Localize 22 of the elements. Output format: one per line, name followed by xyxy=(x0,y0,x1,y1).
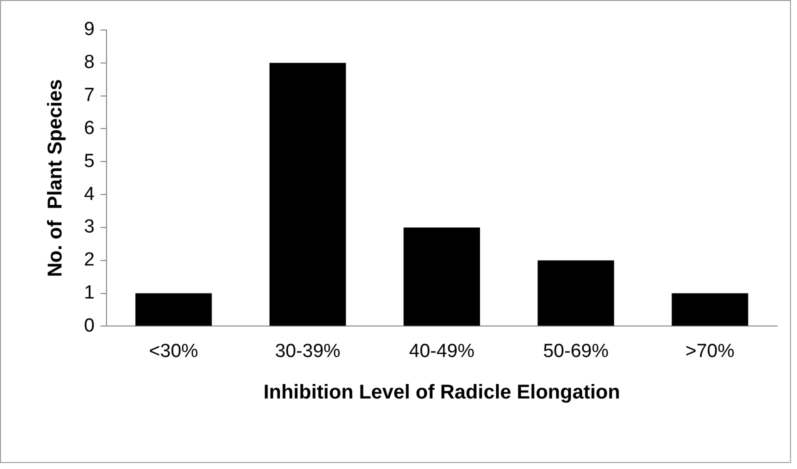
bar xyxy=(672,293,748,326)
y-tick-label: 1 xyxy=(84,282,95,304)
y-axis-title: No. of Plant Species xyxy=(44,79,67,278)
x-tick-label: 40-49% xyxy=(409,340,475,362)
y-tick-label: 9 xyxy=(84,19,95,40)
bar xyxy=(538,260,614,326)
y-tick-label: 8 xyxy=(84,52,95,74)
x-axis-title: Inhibition Level of Radicle Elongation xyxy=(263,382,620,404)
y-tick-label: 2 xyxy=(84,250,95,271)
x-tick-label: >70% xyxy=(685,340,735,362)
bar xyxy=(404,227,480,326)
y-tick-label: 0 xyxy=(84,315,95,336)
y-tick-label: 3 xyxy=(84,216,95,238)
y-tick-label: 6 xyxy=(84,118,95,139)
x-tick-label: 50-69% xyxy=(543,340,609,362)
x-tick-label: 30-39% xyxy=(274,340,341,362)
x-tick-label: <30% xyxy=(149,340,198,362)
bar xyxy=(135,293,212,326)
bar xyxy=(269,62,346,326)
y-tick-label: 7 xyxy=(84,85,95,106)
y-tick-label: 5 xyxy=(84,150,95,172)
y-tick-label: 4 xyxy=(84,184,95,205)
